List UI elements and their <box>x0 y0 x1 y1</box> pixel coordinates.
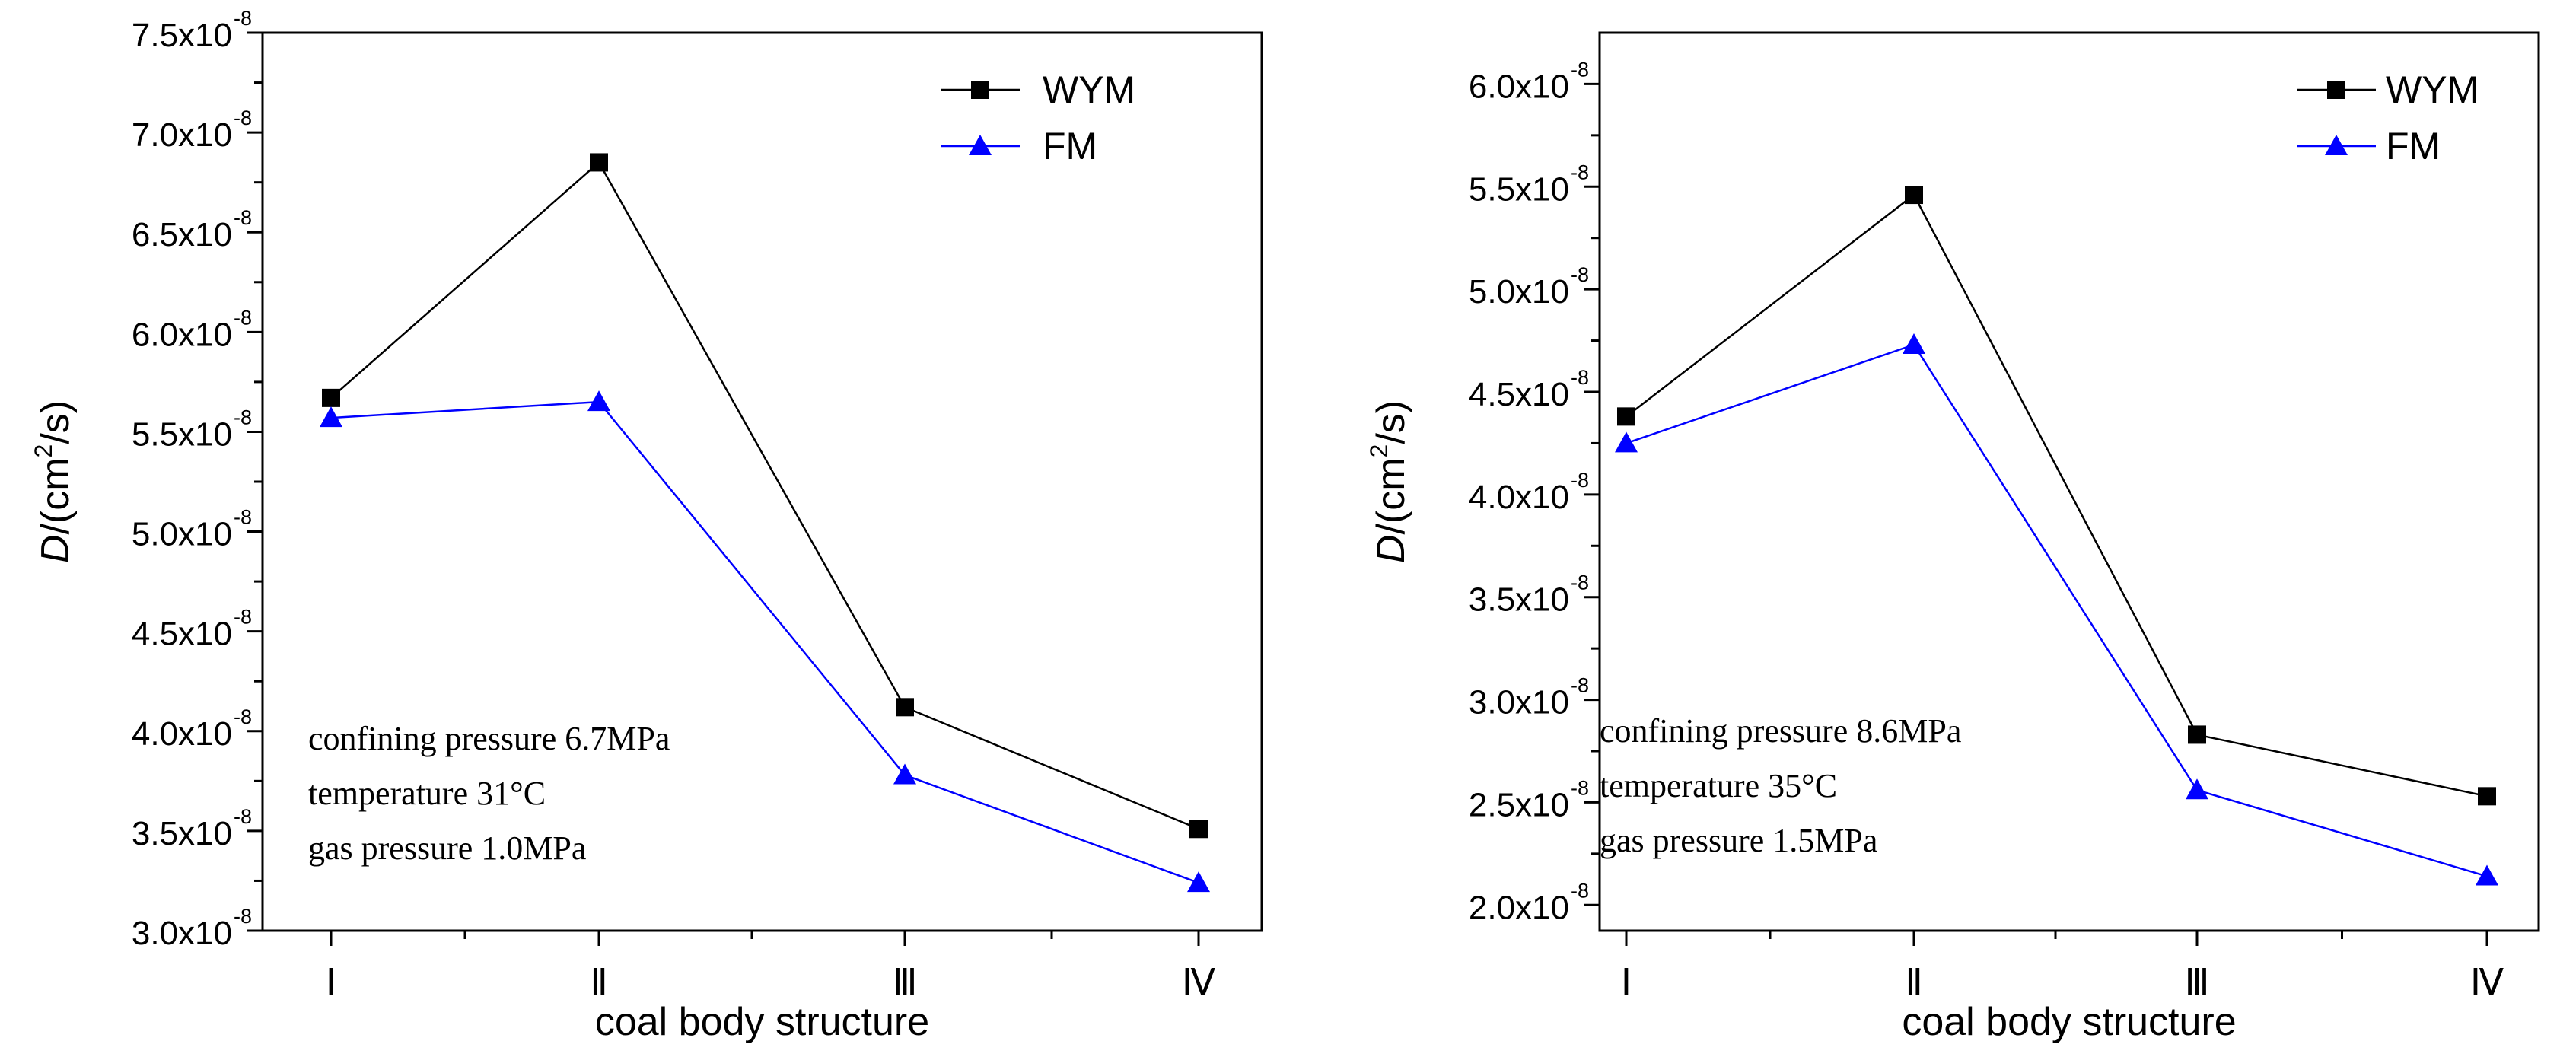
y-tick-exponent: -8 <box>234 705 252 728</box>
y-tick-exponent: -8 <box>234 206 252 229</box>
y-tick-label: 2.5x10 <box>1469 786 1569 823</box>
y-tick-exponent: -8 <box>1571 58 1589 81</box>
data-point-wym <box>1189 820 1208 839</box>
y-tick-label: 4.5x10 <box>1469 376 1569 413</box>
condition-annotation: temperature 31°C <box>308 775 546 812</box>
legend-marker-wym <box>971 81 989 99</box>
x-axis-title: coal body structure <box>595 1000 929 1044</box>
y-tick-label: 3.0x10 <box>132 915 232 952</box>
y-axis-title: D/(cm2/s) <box>30 400 78 563</box>
data-point-fm <box>893 763 916 785</box>
condition-annotation: confining pressure 6.7MPa <box>308 720 670 757</box>
y-tick-exponent: -8 <box>1571 879 1589 902</box>
x-tick-label: Ⅱ <box>1905 963 1923 1003</box>
data-point-wym <box>590 153 608 172</box>
condition-annotation: gas pressure 1.5MPa <box>1600 822 1877 859</box>
y-tick-exponent: -8 <box>234 7 252 30</box>
y-tick-exponent: -8 <box>234 905 252 928</box>
x-tick-label: Ⅰ <box>326 963 336 1003</box>
legend-label-fm: FM <box>2386 125 2441 167</box>
y-tick-label: 4.0x10 <box>1469 479 1569 516</box>
data-point-wym <box>896 698 914 717</box>
y-tick-label: 4.0x10 <box>132 715 232 753</box>
series-line-fm <box>330 400 1199 884</box>
y-tick-exponent: -8 <box>234 306 252 329</box>
series-line-fm <box>1626 343 2488 877</box>
y-tick-label: 7.0x10 <box>132 116 232 154</box>
x-tick-label: Ⅱ <box>590 963 608 1003</box>
x-tick-label: Ⅲ <box>2184 963 2209 1003</box>
y-tick-label: 7.5x10 <box>132 17 232 54</box>
series-line-wym <box>1626 193 2488 798</box>
y-axis-title: D/(cm2/s) <box>1365 400 1413 563</box>
data-point-fm <box>587 390 610 412</box>
data-point-wym <box>1617 407 1635 426</box>
y-tick-exponent: -8 <box>1571 469 1589 492</box>
y-tick-label: 3.5x10 <box>132 815 232 852</box>
y-tick-label: 5.0x10 <box>1469 273 1569 310</box>
y-tick-label: 4.5x10 <box>132 616 232 653</box>
y-tick-exponent: -8 <box>234 406 252 428</box>
y-tick-exponent: -8 <box>1571 263 1589 286</box>
x-axis-title: coal body structure <box>1902 1000 2236 1044</box>
x-tick-label: Ⅳ <box>1182 963 1215 1003</box>
y-tick-label: 6.0x10 <box>1469 68 1569 105</box>
data-point-wym <box>1905 186 1923 205</box>
chart-panel-2: 2.0x10 -82.5x10 -83.0x10 -83.5x10 -84.0x10 -8… <box>1365 31 2540 1044</box>
condition-annotation: temperature 35°C <box>1600 767 1837 804</box>
y-tick-label: 2.0x10 <box>1469 889 1569 926</box>
plot-frame <box>1598 31 2540 932</box>
y-tick-label: 3.5x10 <box>1469 581 1569 619</box>
series-line-wym <box>330 161 1199 830</box>
data-point-fm <box>2186 778 2208 800</box>
x-tick-label: Ⅰ <box>1621 963 1632 1003</box>
legend-label-wym: WYM <box>2386 68 2479 111</box>
data-point-fm <box>320 406 342 428</box>
x-tick-label: Ⅲ <box>892 963 917 1003</box>
legend-label-fm: FM <box>1043 125 1097 167</box>
data-point-fm <box>1615 431 1638 453</box>
y-tick-label: 6.5x10 <box>132 216 232 253</box>
chart-panel-1: 3.0x10 -83.5x10 -84.0x10 -84.5x10 -85.0x10 -8… <box>30 7 1263 1044</box>
legend-marker-wym <box>2327 81 2345 99</box>
x-tick-label: Ⅳ <box>2470 963 2504 1003</box>
y-tick-exponent: -8 <box>234 805 252 828</box>
data-point-wym <box>2188 725 2206 744</box>
y-tick-label: 6.0x10 <box>132 316 232 353</box>
y-tick-label: 5.0x10 <box>132 516 232 553</box>
y-tick-exponent: -8 <box>234 506 252 529</box>
y-tick-exponent: -8 <box>1571 674 1589 697</box>
condition-annotation: gas pressure 1.0MPa <box>308 829 586 867</box>
data-point-fm <box>1903 333 1925 354</box>
y-tick-exponent: -8 <box>234 107 252 129</box>
y-tick-exponent: -8 <box>1571 366 1589 389</box>
legend-marker-fm <box>969 135 992 155</box>
y-tick-exponent: -8 <box>1571 161 1589 183</box>
y-tick-exponent: -8 <box>1571 776 1589 799</box>
legend-label-wym: WYM <box>1043 68 1135 111</box>
y-tick-exponent: -8 <box>1571 571 1589 594</box>
data-point-wym <box>2478 787 2496 806</box>
legend-marker-fm <box>2325 135 2348 155</box>
y-tick-label: 5.5x10 <box>132 415 232 453</box>
data-point-wym <box>322 388 340 407</box>
y-tick-label: 5.5x10 <box>1469 170 1569 208</box>
condition-annotation: confining pressure 8.6MPa <box>1600 712 1961 750</box>
data-point-fm <box>1187 871 1210 893</box>
y-tick-exponent: -8 <box>234 606 252 629</box>
y-tick-label: 3.0x10 <box>1469 684 1569 721</box>
data-point-fm <box>2476 864 2498 886</box>
